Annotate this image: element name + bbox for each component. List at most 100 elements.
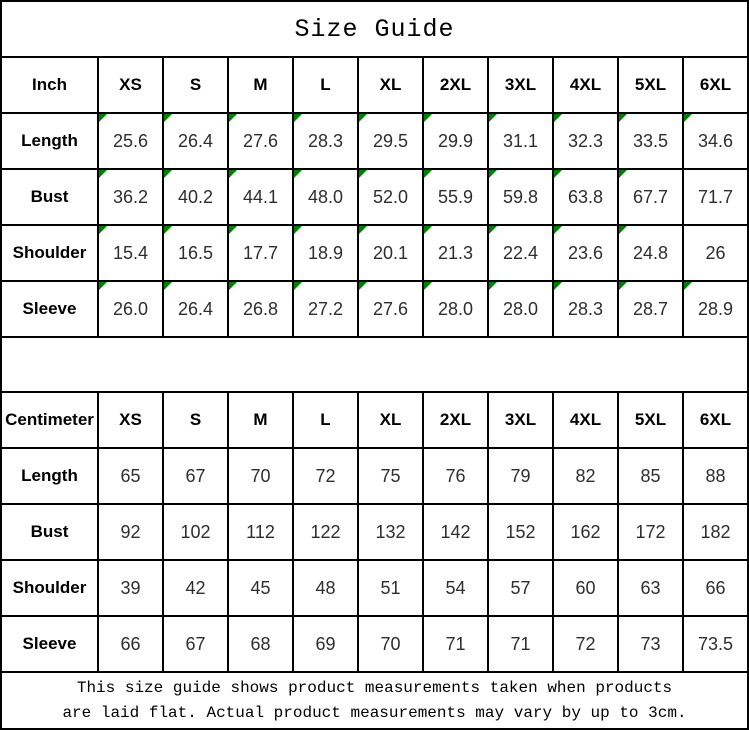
- cell-flag-triangle-icon: [295, 171, 302, 178]
- cell-flag-triangle-icon: [555, 283, 562, 290]
- measurement-value-cell: 44.1: [227, 168, 294, 226]
- measurement-value: 67: [185, 465, 206, 486]
- measurement-value-cell: 15.4: [97, 224, 164, 282]
- cell-flag-triangle-icon: [360, 171, 367, 178]
- measurement-value-cell: 28.3: [292, 112, 359, 170]
- size-label-cell: 4XL: [552, 56, 619, 114]
- measurement-value-cell: 36.2: [97, 168, 164, 226]
- measurement-value: 66: [120, 633, 141, 654]
- measurement-value: 25.6: [112, 130, 149, 151]
- measurement-value: 88: [705, 465, 726, 486]
- size-label-cell: M: [227, 391, 294, 449]
- measurement-value: 152: [505, 521, 536, 542]
- size-label-cell: XL: [357, 391, 424, 449]
- measurement-value: 66: [705, 577, 726, 598]
- measurement-label-cell: Shoulder: [0, 559, 99, 617]
- measurement-value-cell: 28.9: [682, 280, 749, 338]
- measurement-label-cell: Sleeve: [0, 615, 99, 673]
- measurement-value: 142: [440, 521, 471, 542]
- measurement-value: 36.2: [112, 186, 149, 207]
- cell-flag-triangle-icon: [425, 171, 432, 178]
- measurement-value-cell: 20.1: [357, 224, 424, 282]
- measurement-value: 20.1: [372, 242, 409, 263]
- measurement-value: 51: [380, 577, 401, 598]
- measurement-value-cell: 29.9: [422, 112, 489, 170]
- measurement-value: 26: [705, 242, 726, 263]
- measurement-value-cell: 88: [682, 447, 749, 505]
- measurement-row: Sleeve 66 67 68 69 70 71 71 72 73 73.5: [0, 615, 749, 673]
- measurement-label-cell: Length: [0, 447, 99, 505]
- size-label-cell: S: [162, 56, 229, 114]
- measurement-value: 71: [445, 633, 466, 654]
- measurement-value-cell: 71: [487, 615, 554, 673]
- measurement-value-cell: 39: [97, 559, 164, 617]
- measurement-value-cell: 32.3: [552, 112, 619, 170]
- measurement-value-cell: 68: [227, 615, 294, 673]
- page-title: Size Guide: [0, 0, 749, 56]
- measurement-value: 26.8: [242, 298, 279, 319]
- measurement-value-cell: 66: [682, 559, 749, 617]
- measurement-value: 70: [380, 633, 401, 654]
- measurement-value-cell: 112: [227, 503, 294, 561]
- footer-line-2: are laid flat. Actual product measuremen…: [62, 703, 687, 722]
- cell-flag-triangle-icon: [620, 283, 627, 290]
- measurement-value: 63.8: [567, 186, 604, 207]
- cell-flag-triangle-icon: [295, 283, 302, 290]
- measurement-value: 85: [640, 465, 661, 486]
- measurement-value-cell: 67: [162, 615, 229, 673]
- size-label-cell: XS: [97, 391, 164, 449]
- measurement-value-cell: 132: [357, 503, 424, 561]
- measurement-value-cell: 59.8: [487, 168, 554, 226]
- measurement-value-cell: 182: [682, 503, 749, 561]
- measurement-label-cell: Bust: [0, 168, 99, 226]
- measurement-row: Shoulder 39 42 45 48 51 54 57 60 63 66: [0, 559, 749, 617]
- measurement-value: 55.9: [437, 186, 474, 207]
- measurement-value-cell: 24.8: [617, 224, 684, 282]
- size-label-cell: 2XL: [422, 391, 489, 449]
- measurement-value: 57: [510, 577, 531, 598]
- cell-flag-triangle-icon: [555, 227, 562, 234]
- measurement-value: 27.6: [372, 298, 409, 319]
- measurement-value-cell: 92: [97, 503, 164, 561]
- measurement-value-cell: 142: [422, 503, 489, 561]
- unit-label-cell: Centimeter: [0, 391, 99, 449]
- cell-flag-triangle-icon: [165, 171, 172, 178]
- measurement-value: 67: [185, 633, 206, 654]
- measurement-value: 73.5: [697, 633, 734, 654]
- measurement-value: 72: [315, 465, 336, 486]
- measurement-value: 73: [640, 633, 661, 654]
- measurement-value: 23.6: [567, 242, 604, 263]
- cell-flag-triangle-icon: [100, 283, 107, 290]
- cell-flag-triangle-icon: [295, 227, 302, 234]
- size-label-cell: 3XL: [487, 56, 554, 114]
- cell-flag-triangle-icon: [490, 115, 497, 122]
- centimeter-size-table: Centimeter XS S M L XL 2XL 3XL 4XL 5XL 6XL Length 65…: [0, 391, 749, 673]
- measurement-label-cell: Sleeve: [0, 280, 99, 338]
- measurement-value-cell: 31.1: [487, 112, 554, 170]
- size-label-cell: 3XL: [487, 391, 554, 449]
- cell-flag-triangle-icon: [555, 115, 562, 122]
- measurement-value-cell: 72: [292, 447, 359, 505]
- measurement-value: 172: [635, 521, 666, 542]
- footer-line-1: This size guide shows product measuremen…: [76, 678, 673, 697]
- cell-flag-triangle-icon: [425, 115, 432, 122]
- measurement-value: 162: [570, 521, 601, 542]
- measurement-value-cell: 21.3: [422, 224, 489, 282]
- size-label-cell: M: [227, 56, 294, 114]
- size-label-cell: 5XL: [617, 56, 684, 114]
- spacer-row: [0, 338, 749, 391]
- size-label-cell: 2XL: [422, 56, 489, 114]
- measurement-value-cell: 71: [422, 615, 489, 673]
- cell-flag-triangle-icon: [100, 171, 107, 178]
- measurement-value-cell: 40.2: [162, 168, 229, 226]
- size-label-cell: 6XL: [682, 56, 749, 114]
- measurement-value: 33.5: [632, 130, 669, 151]
- measurement-value-cell: 76: [422, 447, 489, 505]
- measurement-value: 68: [250, 633, 271, 654]
- cell-flag-triangle-icon: [620, 171, 627, 178]
- measurement-value-cell: 28.3: [552, 280, 619, 338]
- measurement-value-cell: 27.6: [357, 280, 424, 338]
- measurement-value: 42: [185, 577, 206, 598]
- size-label-cell: 4XL: [552, 391, 619, 449]
- size-label-cell: XL: [357, 56, 424, 114]
